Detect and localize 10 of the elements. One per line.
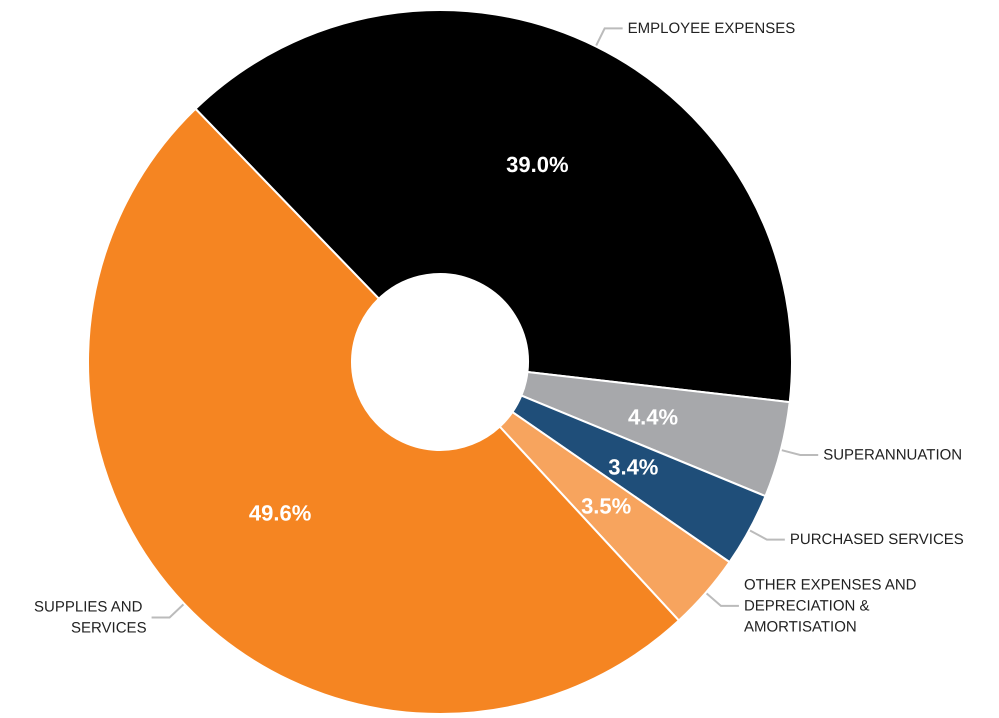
- slice-label: OTHER EXPENSES AND DEPRECIATION & AMORTISATION: [744, 576, 921, 636]
- slice-label: SUPPLIES AND SERVICES: [34, 598, 147, 636]
- data-label: 3.4%: [608, 454, 658, 480]
- slice-label: SUPERANNUATION: [823, 446, 962, 464]
- slice-label: EMPLOYEE EXPENSES: [628, 20, 796, 37]
- data-label: 3.5%: [581, 494, 632, 519]
- data-label: 4.4%: [628, 404, 678, 430]
- slice-label: PURCHASED SERVICES: [790, 531, 964, 548]
- data-label: 49.6%: [248, 500, 312, 526]
- data-label: 39.0%: [506, 152, 569, 178]
